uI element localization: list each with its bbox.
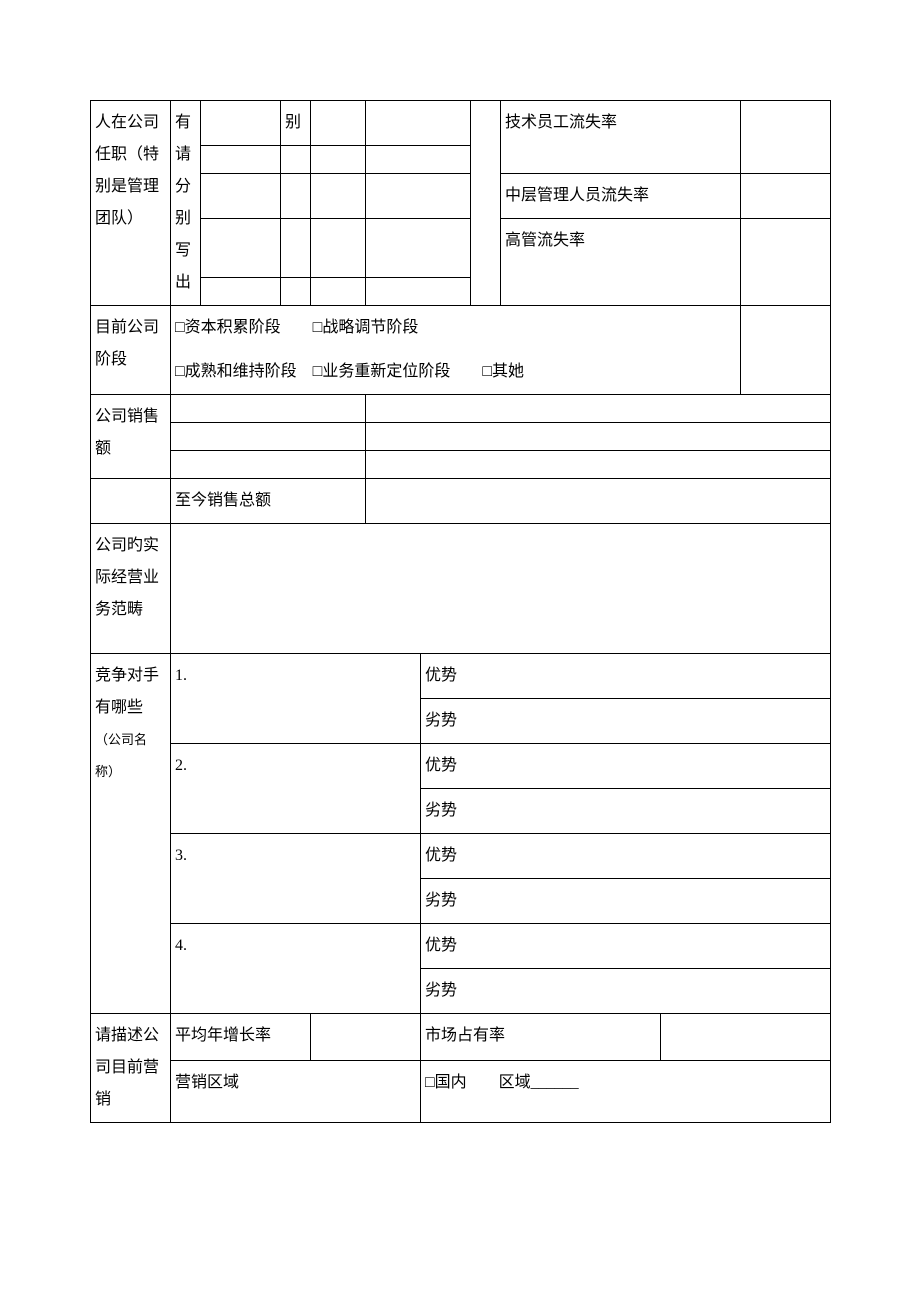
growth-rate-value[interactable] (311, 1014, 421, 1061)
personnel-cell-r3c4 (366, 174, 471, 219)
turnover-mid-value[interactable] (741, 174, 831, 219)
competitor-1-adv[interactable]: 优势 (421, 654, 831, 699)
personnel-cell-r5c2 (281, 278, 311, 306)
personnel-cell-r4c3 (311, 219, 366, 278)
growth-rate-label: 平均年增长率 (171, 1014, 311, 1061)
turnover-tech-label: 技术员工流失率 (501, 101, 741, 174)
sales-r2c2[interactable] (366, 423, 831, 451)
competitor-2[interactable]: 2. (171, 744, 421, 834)
personnel-cell-r5c4 (366, 278, 471, 306)
marketing-label: 请描述公司目前营销 (91, 1014, 171, 1123)
personnel-cell-r2c1 (201, 146, 281, 174)
sales-total-label: 至今销售总额 (171, 479, 366, 524)
region-value[interactable]: □国内 区域______ (421, 1060, 831, 1122)
competitor-2-adv[interactable]: 优势 (421, 744, 831, 789)
turnover-exec-value[interactable] (741, 219, 831, 306)
personnel-cell-r1c4 (366, 101, 471, 146)
personnel-cell-r3c1 (201, 174, 281, 219)
personnel-cell-r4c1 (201, 219, 281, 278)
personnel-cell-r1c3 (311, 101, 366, 146)
sales-total-value[interactable] (366, 479, 831, 524)
turnover-exec-label: 高管流失率 (501, 219, 741, 306)
personnel-cell-r2c2 (281, 146, 311, 174)
sales-label: 公司销售额 (91, 395, 171, 479)
competitor-1-dis[interactable]: 劣势 (421, 699, 831, 744)
competitor-3-adv[interactable]: 优势 (421, 834, 831, 879)
turnover-mid-label: 中层管理人员流失率 (501, 174, 741, 219)
personnel-cell-r4c4 (366, 219, 471, 278)
competitors-label-small: （公司名称） (95, 732, 147, 779)
sales-r3c1[interactable] (171, 451, 366, 479)
sales-r1c2[interactable] (366, 395, 831, 423)
competitor-1[interactable]: 1. (171, 654, 421, 744)
sales-r1c1[interactable] (171, 395, 366, 423)
competitor-3[interactable]: 3. (171, 834, 421, 924)
business-scope-value[interactable] (171, 524, 831, 654)
market-share-value[interactable] (661, 1014, 831, 1061)
stage-options-line2[interactable]: □成熟和维持阶段 □业务重新定位阶段 □其她 (171, 350, 741, 395)
business-scope-label: 公司旳实际经营业务范畴 (91, 524, 171, 654)
competitor-4-adv[interactable]: 优势 (421, 924, 831, 969)
personnel-cell-r5c3 (311, 278, 366, 306)
personnel-cell-r3c3 (311, 174, 366, 219)
competitor-2-dis[interactable]: 劣势 (421, 789, 831, 834)
stage-options-line1[interactable]: □资本积累阶段 □战略调节阶段 (171, 306, 741, 351)
personnel-col-header: 别 (281, 101, 311, 146)
stage-label: 目前公司阶段 (91, 306, 171, 395)
competitor-3-dis[interactable]: 劣势 (421, 879, 831, 924)
competitors-label: 竞争对手有哪些 （公司名称） (91, 654, 171, 1014)
personnel-label: 人在公司任职（特别是管理团队） (91, 101, 171, 306)
market-share-label: 市场占有率 (421, 1014, 661, 1061)
personnel-cell-r5c1 (201, 278, 281, 306)
region-label: 营销区域 (171, 1060, 421, 1122)
personnel-cell-r3c2 (281, 174, 311, 219)
personnel-cell-r2c3 (311, 146, 366, 174)
sales-total-row-label (91, 479, 171, 524)
competitor-4-dis[interactable]: 劣势 (421, 969, 831, 1014)
competitor-4[interactable]: 4. (171, 924, 421, 1014)
sales-r3c2[interactable] (366, 451, 831, 479)
personnel-cell-r4c2 (281, 219, 311, 278)
personnel-sublabel: 有请分别写出 (171, 101, 201, 306)
turnover-tech-value[interactable] (741, 101, 831, 174)
stage-extra (741, 306, 831, 395)
form-table: 人在公司任职（特别是管理团队） 有请分别写出 别 技术员工流失率 中层管理人员流… (90, 100, 831, 1123)
competitors-label-main: 竞争对手有哪些 (95, 667, 159, 716)
personnel-cell-r2c4 (366, 146, 471, 174)
sales-r2c1[interactable] (171, 423, 366, 451)
personnel-cell-r1c1 (201, 101, 281, 146)
personnel-spacer (471, 101, 501, 306)
